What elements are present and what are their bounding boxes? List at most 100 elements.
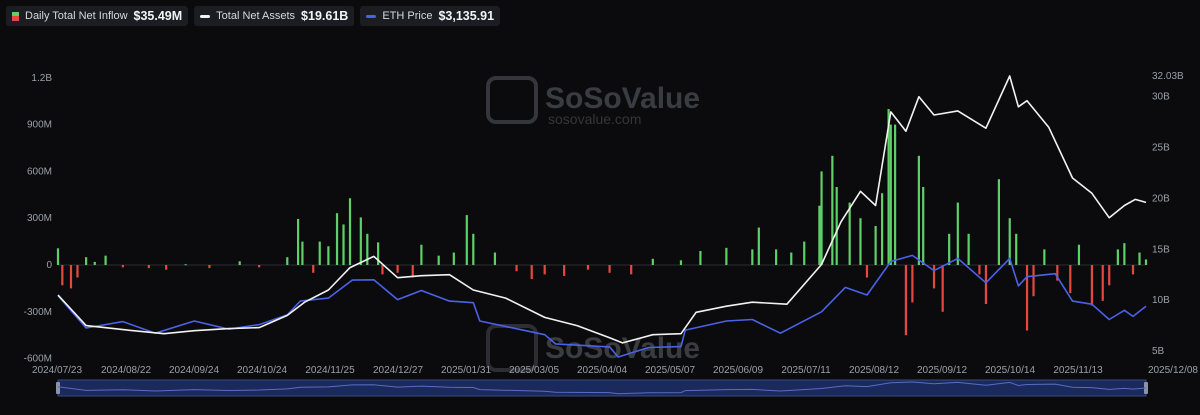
inflow-bar xyxy=(699,250,702,265)
inflow-bar xyxy=(1090,265,1094,306)
inflow-bar xyxy=(61,265,64,286)
inflow-bar xyxy=(452,252,455,265)
inflow-bar xyxy=(437,255,440,265)
inflow-bar xyxy=(790,252,793,265)
right-axis-tick-label: 20B xyxy=(1152,193,1170,204)
inflow-bar xyxy=(1008,218,1011,265)
navigator-preview-line xyxy=(57,381,1147,395)
inflow-bar xyxy=(948,233,951,265)
legend-item-daily-net-inflow[interactable]: Daily Total Net Inflow $35.49M xyxy=(6,6,189,26)
inflow-bar xyxy=(874,226,877,265)
x-axis-tick-label: 2025/10/14 xyxy=(985,365,1035,376)
range-navigator[interactable] xyxy=(56,379,1148,397)
legend-item-eth-price[interactable]: ETH Price $3,135.91 xyxy=(360,6,501,26)
inflow-bar xyxy=(889,124,892,265)
inflow-bar xyxy=(630,265,633,275)
right-axis-tick-label: 5B xyxy=(1152,346,1165,357)
inflow-bar xyxy=(651,258,654,265)
inflow-bar xyxy=(420,244,423,265)
left-axis-tick-label: 600M xyxy=(27,166,52,177)
watermark-title: SoSoValue xyxy=(545,332,700,365)
inflow-bar xyxy=(917,155,920,265)
x-axis-tick-label: 2025/12/08 xyxy=(1148,365,1198,376)
inflow-bar xyxy=(366,233,369,265)
inflow-bar xyxy=(1138,252,1141,265)
inflow-bar xyxy=(318,241,321,265)
eth-price-line xyxy=(57,254,1147,358)
inflow-bar xyxy=(208,265,211,269)
sosovalue-logo-icon xyxy=(486,76,538,124)
inflow-bar xyxy=(359,217,362,265)
left-axis-tick-label: 300M xyxy=(27,213,52,224)
legend-value: $3,135.91 xyxy=(438,9,495,23)
inflow-bar xyxy=(342,224,345,265)
inflow-bar xyxy=(1116,249,1119,265)
inflow-bar xyxy=(893,124,897,265)
legend-label: ETH Price xyxy=(382,10,433,22)
inflow-bar xyxy=(465,215,468,265)
inflow-bar xyxy=(184,264,187,266)
inflow-bar xyxy=(1032,265,1035,297)
inflow-bar xyxy=(1144,259,1148,265)
inflow-bar xyxy=(1077,244,1081,265)
watermark-top: SoSoValue sosovalue.com xyxy=(486,76,700,127)
inflow-bar xyxy=(411,265,414,278)
navigator-left-handle[interactable] xyxy=(56,382,60,394)
inflow-bar xyxy=(69,265,73,289)
x-axis-tick-label: 2024/12/27 xyxy=(373,365,423,376)
inflow-bar xyxy=(997,179,1001,265)
white-line-icon xyxy=(200,14,211,18)
inflow-bar xyxy=(335,213,339,265)
x-axis-tick-label: 2025/01/31 xyxy=(441,365,491,376)
blue-line-icon xyxy=(366,14,377,18)
legend-label: Daily Total Net Inflow xyxy=(25,10,128,22)
inflow-bar xyxy=(932,265,936,289)
legend-label: Total Net Assets xyxy=(216,10,296,22)
legend-item-total-net-assets[interactable]: Total Net Assets $19.61B xyxy=(194,6,355,26)
inflow-bar xyxy=(147,265,150,269)
x-axis-tick-label: 2025/08/12 xyxy=(849,365,899,376)
left-axis-tick-label: -600M xyxy=(24,354,52,365)
inflow-bar xyxy=(586,265,590,270)
navigator-track[interactable] xyxy=(57,379,1147,397)
right-axis-tick-label: 25B xyxy=(1152,143,1170,154)
inflow-bar xyxy=(165,265,168,270)
x-axis: 2024/07/23 2024/08/22 2024/09/24 2024/10/24… xyxy=(32,365,1198,376)
watermark-title: SoSoValue xyxy=(545,82,700,115)
legend-value: $35.49M xyxy=(133,9,183,23)
inflow-bar xyxy=(831,155,834,265)
x-axis-tick-label: 2024/07/23 xyxy=(32,365,82,376)
inflow-bar xyxy=(865,265,869,278)
x-axis-tick-label: 2025/03/05 xyxy=(509,365,559,376)
right-y-axis: 32.03B 30B 25B 20B 15B 10B 5B xyxy=(1152,71,1184,357)
legend-value: $19.61B xyxy=(301,9,349,23)
inflow-bar xyxy=(757,227,760,265)
inflow-bar xyxy=(563,265,566,276)
inflow-bar xyxy=(725,247,728,265)
inflow-bar xyxy=(859,218,862,265)
inflow-bar xyxy=(820,171,823,265)
inflow-bar xyxy=(956,202,959,265)
inflow-bar xyxy=(1069,265,1072,294)
right-axis-tick-label: 15B xyxy=(1152,244,1170,255)
inflow-bar xyxy=(381,265,384,275)
x-axis-tick-label: 2025/06/09 xyxy=(713,365,763,376)
inflow-bar xyxy=(121,265,124,268)
inflow-bar xyxy=(775,249,778,265)
inflow-bar xyxy=(56,248,60,265)
inflow-bar xyxy=(515,265,518,272)
inflow-bar xyxy=(922,187,925,265)
right-axis-tick-label: 32.03B xyxy=(1152,71,1184,82)
left-axis-tick-label: -300M xyxy=(24,307,52,318)
inflow-bar xyxy=(984,265,988,304)
inflow-bar xyxy=(1131,265,1135,275)
left-axis-tick-label: 900M xyxy=(27,120,52,131)
inflow-bar xyxy=(679,260,683,265)
inflow-bar xyxy=(1015,233,1018,265)
sosovalue-logo-icon xyxy=(486,324,538,372)
x-axis-tick-label: 2025/05/07 xyxy=(645,365,695,376)
inflow-bar xyxy=(377,242,380,265)
right-axis-tick-label: 30B xyxy=(1152,92,1170,103)
inflow-bar xyxy=(978,265,981,275)
